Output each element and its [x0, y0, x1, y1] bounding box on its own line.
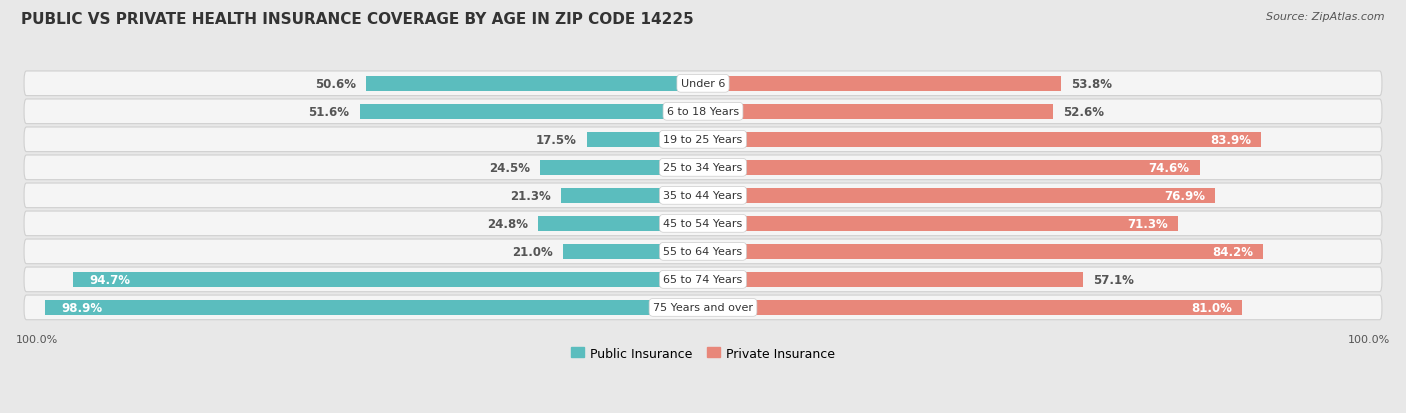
Bar	[703, 272, 1083, 287]
Text: 74.6%: 74.6%	[1149, 161, 1189, 174]
FancyBboxPatch shape	[24, 211, 1382, 236]
Bar	[703, 216, 1178, 232]
Bar	[561, 188, 703, 204]
Text: 6 to 18 Years: 6 to 18 Years	[666, 107, 740, 117]
Bar	[703, 160, 1199, 176]
Bar	[45, 300, 703, 316]
FancyBboxPatch shape	[24, 100, 1382, 124]
Text: 21.3%: 21.3%	[510, 190, 551, 202]
Text: 55 to 64 Years: 55 to 64 Years	[664, 247, 742, 257]
Text: 75 Years and over: 75 Years and over	[652, 303, 754, 313]
Legend: Public Insurance, Private Insurance: Public Insurance, Private Insurance	[567, 342, 839, 365]
Text: 50.6%: 50.6%	[315, 78, 356, 90]
Text: 84.2%: 84.2%	[1212, 245, 1254, 258]
Bar	[586, 132, 703, 148]
FancyBboxPatch shape	[24, 183, 1382, 208]
Text: 94.7%: 94.7%	[90, 273, 131, 286]
Text: 52.6%: 52.6%	[1063, 106, 1104, 119]
Text: 71.3%: 71.3%	[1126, 217, 1167, 230]
Text: 81.0%: 81.0%	[1191, 301, 1232, 314]
Text: Under 6: Under 6	[681, 79, 725, 89]
Text: 35 to 44 Years: 35 to 44 Years	[664, 191, 742, 201]
Bar	[360, 104, 703, 120]
Text: 24.5%: 24.5%	[489, 161, 530, 174]
FancyBboxPatch shape	[24, 156, 1382, 180]
Text: Source: ZipAtlas.com: Source: ZipAtlas.com	[1267, 12, 1385, 22]
Text: 45 to 54 Years: 45 to 54 Years	[664, 219, 742, 229]
Text: 21.0%: 21.0%	[513, 245, 553, 258]
Bar	[366, 76, 703, 92]
Text: 53.8%: 53.8%	[1071, 78, 1112, 90]
Bar	[703, 104, 1053, 120]
Bar	[538, 216, 703, 232]
FancyBboxPatch shape	[24, 295, 1382, 320]
Text: 98.9%: 98.9%	[62, 301, 103, 314]
Text: 19 to 25 Years: 19 to 25 Years	[664, 135, 742, 145]
FancyBboxPatch shape	[24, 128, 1382, 152]
Bar	[564, 244, 703, 259]
Text: 65 to 74 Years: 65 to 74 Years	[664, 275, 742, 285]
FancyBboxPatch shape	[24, 72, 1382, 96]
Bar	[703, 244, 1264, 259]
Text: 17.5%: 17.5%	[536, 133, 576, 147]
Bar	[703, 132, 1261, 148]
Text: 83.9%: 83.9%	[1211, 133, 1251, 147]
Bar	[703, 76, 1062, 92]
Text: 76.9%: 76.9%	[1164, 190, 1205, 202]
Bar	[703, 300, 1241, 316]
Bar	[73, 272, 703, 287]
Text: 25 to 34 Years: 25 to 34 Years	[664, 163, 742, 173]
Bar	[540, 160, 703, 176]
Text: PUBLIC VS PRIVATE HEALTH INSURANCE COVERAGE BY AGE IN ZIP CODE 14225: PUBLIC VS PRIVATE HEALTH INSURANCE COVER…	[21, 12, 693, 27]
Bar	[703, 188, 1215, 204]
Text: 51.6%: 51.6%	[308, 106, 350, 119]
Text: 57.1%: 57.1%	[1092, 273, 1133, 286]
FancyBboxPatch shape	[24, 267, 1382, 292]
FancyBboxPatch shape	[24, 240, 1382, 264]
Text: 24.8%: 24.8%	[486, 217, 527, 230]
